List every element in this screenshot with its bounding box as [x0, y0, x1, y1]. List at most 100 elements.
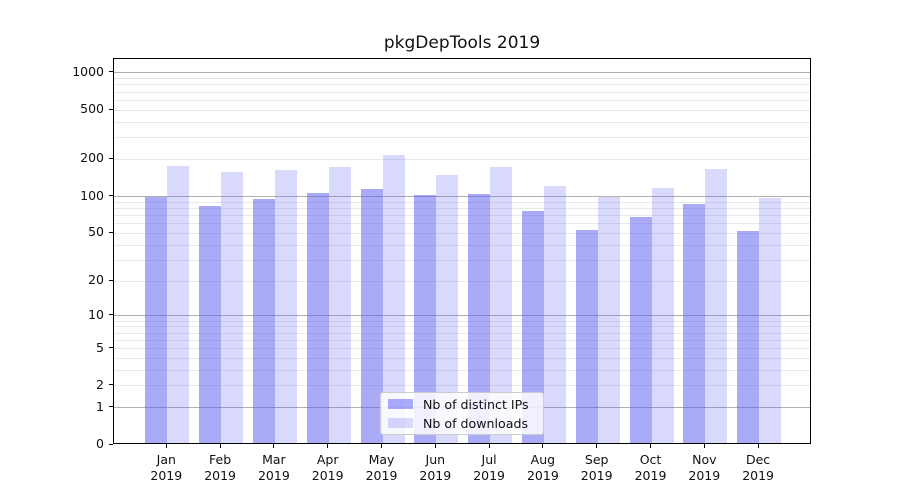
- bar-downloads: [490, 167, 513, 443]
- legend-swatch-distinct-ips: [388, 399, 413, 409]
- gridline-minor: [114, 348, 810, 349]
- gridline-minor: [114, 332, 810, 334]
- bar-distinct-ips: [360, 188, 383, 443]
- bar-downloads: [167, 165, 190, 443]
- gridline-minor: [114, 339, 810, 341]
- y-tick-label: 20: [88, 272, 104, 287]
- y-tick-mark: [109, 384, 113, 386]
- legend-label-distinct-ips: Nb of distinct IPs: [423, 396, 529, 412]
- x-tick-mark: [327, 444, 329, 448]
- gridline-minor: [114, 385, 810, 387]
- bar-distinct-ips: [414, 194, 437, 443]
- gridline-minor: [114, 369, 810, 371]
- bar-distinct-ips: [575, 230, 598, 443]
- bar-distinct-ips: [737, 231, 760, 443]
- bar-downloads: [705, 169, 728, 443]
- y-tick-mark: [109, 108, 113, 110]
- x-tick-mark: [542, 444, 544, 448]
- x-tick-mark: [488, 444, 490, 448]
- x-tick-mark: [757, 444, 759, 448]
- gridline-minor: [114, 259, 810, 261]
- x-tick-mark: [219, 444, 221, 448]
- y-tick-label: 2: [96, 376, 104, 392]
- bar-distinct-ips: [145, 196, 168, 443]
- x-tick-mark: [650, 444, 651, 448]
- y-tick-mark: [109, 443, 113, 445]
- y-tick-label: 200: [80, 150, 104, 166]
- y-tick-mark: [109, 279, 113, 281]
- legend: Nb of distinct IPs Nb of downloads: [380, 392, 544, 435]
- gridline-minor: [114, 357, 810, 359]
- y-tick-label: 10: [88, 306, 104, 322]
- x-tick-year: 2019: [688, 467, 721, 483]
- legend-item-downloads: Nb of downloads: [388, 416, 543, 431]
- bar-distinct-ips: [468, 193, 491, 443]
- gridline-minor: [114, 223, 810, 225]
- gridline-minor: [114, 214, 810, 216]
- gridline-minor: [114, 326, 810, 328]
- x-tick-year: 2019: [634, 467, 667, 483]
- x-tick-label: Oct 2019: [623, 452, 679, 483]
- x-tick-year: 2019: [311, 467, 344, 483]
- y-tick-label: 1: [96, 398, 104, 414]
- bar-downloads: [436, 174, 459, 443]
- gridline-minor: [114, 280, 810, 282]
- gridline-minor: [114, 99, 810, 101]
- bar-downloads: [382, 155, 405, 443]
- gridline-minor: [114, 137, 810, 139]
- x-tick-month: May: [368, 452, 395, 467]
- y-tick-mark: [109, 195, 113, 196]
- y-tick-label: 500: [80, 101, 104, 117]
- y-tick-label: 1000: [72, 63, 104, 79]
- x-tick-mark: [381, 444, 382, 448]
- y-tick-mark: [109, 314, 113, 316]
- x-tick-mark: [703, 444, 705, 448]
- plot-area: [113, 58, 811, 444]
- x-tick-label: Nov 2019: [676, 452, 732, 483]
- x-tick-year: 2019: [580, 467, 613, 483]
- chart-title: pkgDepTools 2019: [383, 33, 541, 53]
- x-tick-mark: [165, 444, 167, 448]
- x-tick-month: Jul: [481, 452, 497, 467]
- x-tick-label: Mar 2019: [246, 452, 302, 483]
- gridline-minor: [114, 207, 810, 209]
- x-tick-label: Aug 2019: [515, 452, 571, 483]
- gridline-minor: [114, 109, 810, 111]
- x-tick-month: Apr: [316, 452, 339, 467]
- gridline-minor: [114, 201, 810, 203]
- y-tick-label: 50: [88, 224, 104, 240]
- x-tick-mark: [273, 444, 275, 448]
- gridline-major: [114, 196, 810, 197]
- x-tick-year: 2019: [526, 467, 559, 483]
- x-tick-month: Sep: [584, 452, 609, 467]
- x-tick-month: Jun: [425, 452, 446, 467]
- y-tick-mark: [109, 231, 113, 233]
- x-tick-year: 2019: [150, 467, 183, 483]
- gridline-minor: [114, 91, 810, 93]
- x-tick-year: 2019: [365, 467, 398, 483]
- bar-distinct-ips: [683, 204, 706, 443]
- x-tick-label: Apr 2019: [300, 452, 356, 483]
- x-tick-label: Sep 2019: [569, 452, 625, 483]
- x-tick-year: 2019: [257, 467, 290, 483]
- x-tick-year: 2019: [473, 467, 505, 483]
- x-tick-label: May 2019: [354, 452, 410, 483]
- gridline-minor: [114, 78, 810, 80]
- x-tick-label: Jun 2019: [407, 452, 463, 483]
- gridline-minor: [114, 84, 810, 86]
- bar-distinct-ips: [199, 205, 222, 443]
- gridline-major: [114, 72, 810, 74]
- x-tick-mark: [434, 444, 436, 448]
- bar-distinct-ips: [252, 198, 275, 443]
- bar-distinct-ips: [306, 193, 329, 443]
- x-tick-label: Jan 2019: [138, 452, 194, 483]
- x-tick-month: Nov: [692, 452, 717, 467]
- y-tick-mark: [109, 157, 113, 159]
- y-tick-label: 100: [80, 187, 104, 203]
- x-tick-mark: [596, 444, 598, 448]
- x-tick-year: 2019: [742, 467, 774, 483]
- x-tick-year: 2019: [419, 467, 452, 483]
- y-tick-mark: [109, 347, 113, 348]
- x-tick-month: Dec: [745, 452, 771, 467]
